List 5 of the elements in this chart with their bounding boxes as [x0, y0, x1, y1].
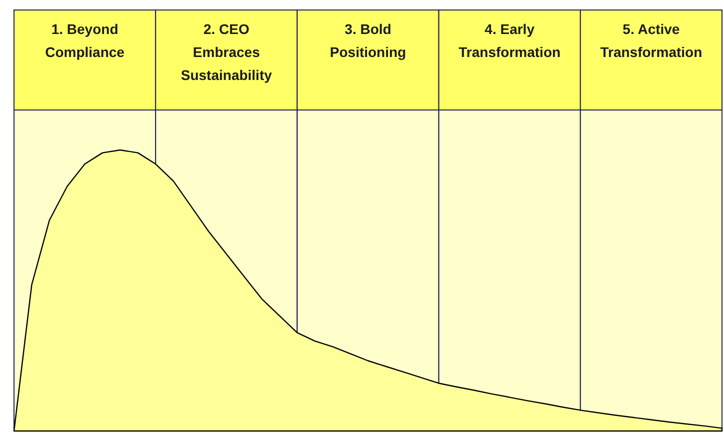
text: 1. Beyond Compliance: [45, 21, 125, 60]
text: 2. CEO Embraces Sustainability: [180, 21, 272, 83]
text: 4. Early Transformation: [458, 21, 561, 60]
text: 5. Active Transformation: [600, 21, 702, 60]
text: 3. Bold Positioning: [330, 21, 406, 60]
